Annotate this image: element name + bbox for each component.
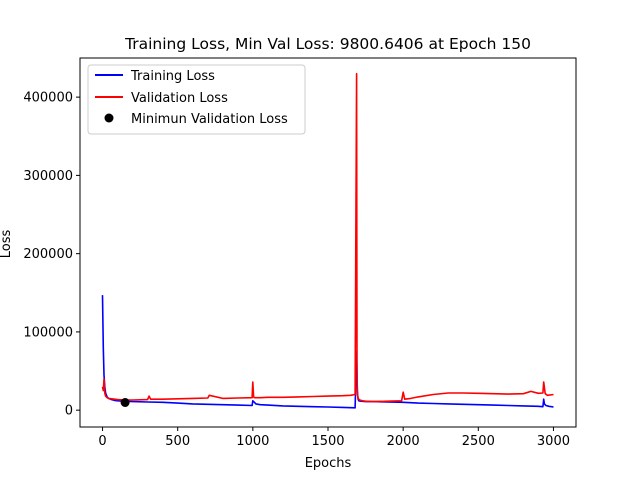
y-axis-label: Loss	[0, 230, 14, 259]
legend-label-training-loss: Training Loss	[130, 69, 215, 84]
x-tick-label: 2500	[462, 434, 495, 449]
x-axis-ticks: 0 500 1000 1500 2000 2500 3000	[98, 427, 570, 449]
x-tick-label: 1000	[236, 434, 269, 449]
minimum-validation-loss-point	[120, 398, 130, 408]
y-tick-label: 400000	[23, 91, 73, 106]
x-tick-label: 500	[165, 434, 190, 449]
legend-label-minimum-validation-loss: Minimun Validation Loss	[131, 112, 288, 127]
x-tick-label: 2000	[387, 434, 420, 449]
series-line-training-loss	[101, 295, 554, 409]
series-layer	[101, 72, 554, 409]
x-tick-label: 0	[98, 434, 106, 449]
series-line-validation-loss	[101, 72, 554, 403]
points-layer	[120, 398, 130, 408]
legend: Training Loss Validation Loss Minimun Va…	[87, 64, 306, 135]
chart-title: Training Loss, Min Val Loss: 9800.6406 a…	[124, 35, 531, 53]
legend-label-validation-loss: Validation Loss	[131, 91, 228, 106]
y-tick-label: 100000	[23, 325, 73, 340]
y-tick-label: 300000	[23, 169, 73, 184]
y-tick-label: 200000	[23, 247, 73, 262]
y-tick-label: 0	[65, 404, 73, 419]
y-axis-ticks: 0 100000 200000 300000 400000	[23, 91, 80, 419]
x-axis-label: Epochs	[305, 456, 352, 471]
legend-swatch-minimum-validation-loss	[104, 113, 114, 123]
legend-box	[87, 64, 306, 135]
x-tick-label: 1500	[311, 434, 344, 449]
x-tick-label: 3000	[537, 434, 570, 449]
